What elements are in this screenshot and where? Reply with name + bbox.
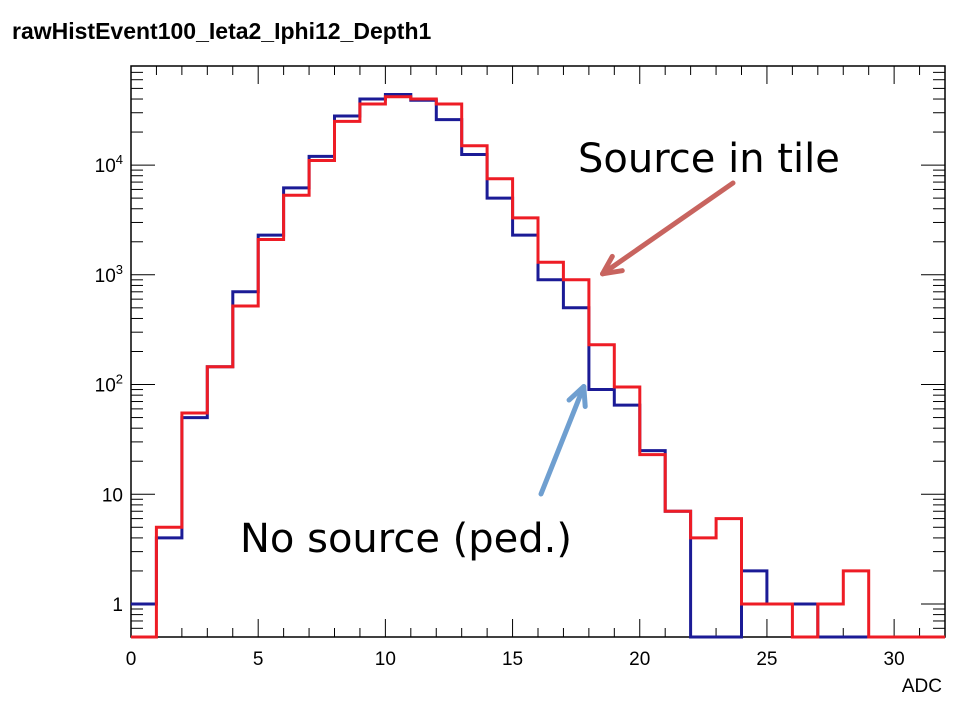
x-tick-label: 30 bbox=[884, 649, 905, 670]
y-tick-label: 102 bbox=[95, 372, 123, 397]
y-tick-label: 10 bbox=[102, 485, 123, 506]
annotation-no-source: No source (ped.) bbox=[240, 516, 572, 562]
chart-title: rawHistEvent100_Ieta2_Iphi12_Depth1 bbox=[12, 18, 432, 44]
histogram-series-2 bbox=[131, 95, 945, 639]
x-tick-label: 10 bbox=[375, 649, 396, 670]
x-tick-label: 25 bbox=[756, 649, 777, 670]
arrow-source-in-tile-shaft bbox=[600, 180, 736, 277]
y-tick-label: 104 bbox=[95, 152, 123, 177]
y-tick-label: 1 bbox=[112, 595, 123, 616]
annotation-source-in-tile: Source in tile bbox=[578, 136, 840, 182]
x-tick-label: 15 bbox=[502, 649, 523, 670]
x-tick-label: 0 bbox=[126, 649, 137, 670]
arrow-no-source-shaft bbox=[538, 384, 587, 497]
arrow-no-source-head bbox=[566, 384, 588, 409]
x-tick-label: 20 bbox=[629, 649, 650, 670]
x-axis-label: ADC bbox=[902, 676, 942, 697]
plot-area: 0 5 10 15 20 25 30 1 10 102 103 104 ADC Source in til… bbox=[95, 65, 946, 697]
arrow-source-in-tile-head bbox=[600, 253, 625, 277]
x-tick-label: 5 bbox=[253, 649, 264, 670]
y-tick-label: 103 bbox=[95, 262, 123, 287]
